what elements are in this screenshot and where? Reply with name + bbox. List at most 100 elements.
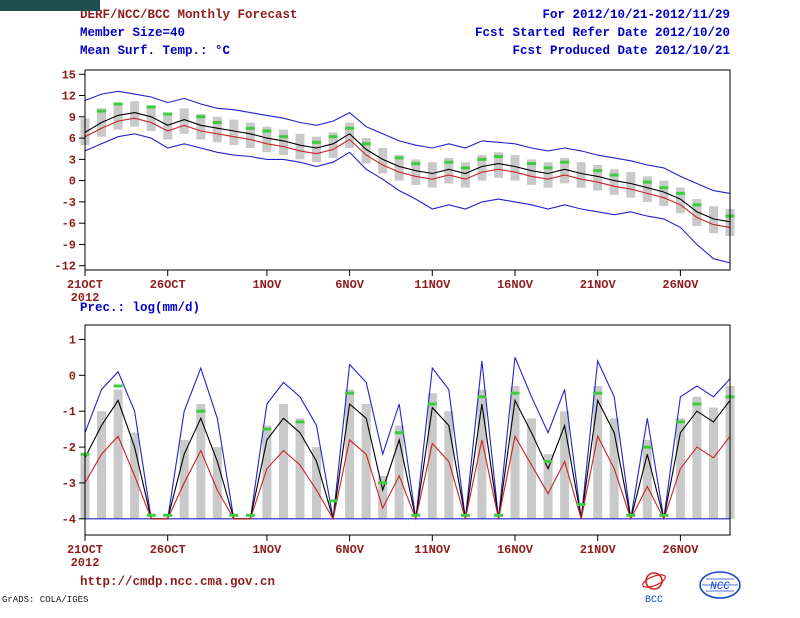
y-tick-label: -1 bbox=[62, 405, 76, 419]
ensemble-spread-bar bbox=[229, 119, 239, 146]
ensemble-spread-bar bbox=[642, 176, 652, 202]
ensemble-spread-bar bbox=[560, 157, 570, 184]
ensemble-spread-bar bbox=[394, 425, 404, 519]
ncc-logo-lines bbox=[702, 578, 738, 592]
ensemble-spread-bar bbox=[527, 159, 536, 185]
y-tick-label: -2 bbox=[62, 441, 76, 455]
ensemble-spread-bar bbox=[212, 447, 222, 519]
ensemble-spread-bar bbox=[593, 165, 603, 191]
ensemble-spread-bar bbox=[411, 159, 421, 185]
ensemble-spread-bar bbox=[196, 404, 206, 519]
y-tick-label: -12 bbox=[54, 260, 76, 274]
x-year-label: 2012 bbox=[71, 556, 100, 570]
ensemble-spread-bar bbox=[130, 101, 140, 127]
x-tick-label: 26OCT bbox=[150, 278, 186, 292]
ensemble-spread-bar bbox=[113, 102, 123, 130]
ensemble-spread-bar bbox=[659, 180, 669, 207]
ensemble-spread-bar bbox=[97, 411, 106, 519]
ensemble-spread-bar bbox=[560, 411, 570, 519]
ensemble-spread-bar bbox=[279, 404, 288, 519]
x-tick-label: 21NOV bbox=[580, 278, 617, 292]
temp-variable-label: Mean Surf. Temp.: °C bbox=[80, 44, 231, 58]
forecast-range-label: For 2012/10/21-2012/11/29 bbox=[542, 8, 730, 22]
ensemble-min-line bbox=[84, 133, 731, 264]
y-tick-label: -6 bbox=[62, 217, 76, 231]
fcst-produced-label: Fcst Produced Date 2012/10/21 bbox=[512, 44, 730, 58]
ensemble-spread-bar bbox=[494, 152, 503, 178]
y-tick-label: 1 bbox=[69, 333, 76, 347]
ensemble-mean-line bbox=[84, 434, 731, 521]
ensemble-spread-bar bbox=[163, 112, 173, 140]
ensemble-spread-bar bbox=[345, 122, 355, 148]
ensemble-spread-bar bbox=[245, 122, 255, 148]
ensemble-spread-bar bbox=[262, 425, 272, 519]
ensemble-spread-bar bbox=[543, 454, 553, 519]
y-tick-label: -4 bbox=[62, 513, 76, 527]
ensemble-spread-bar bbox=[196, 114, 206, 140]
ensemble-spread-bar bbox=[361, 138, 371, 164]
ensemble-spread-bar bbox=[312, 136, 321, 163]
x-tick-label: 26NOV bbox=[662, 543, 699, 557]
y-tick-label: 6 bbox=[69, 132, 76, 146]
ncc-logo: NCC bbox=[699, 571, 741, 599]
ensemble-spread-bar bbox=[179, 108, 189, 134]
ensemble-spread-bar bbox=[692, 199, 702, 227]
x-year-label: 2012 bbox=[71, 291, 100, 305]
fcst-started-label: Fcst Started Refer Date 2012/10/20 bbox=[474, 26, 730, 40]
source-url: http://cmdp.ncc.cma.gov.cn bbox=[80, 575, 276, 589]
ensemble-spread-bar bbox=[510, 386, 520, 519]
x-tick-label: 11NOV bbox=[414, 278, 451, 292]
ensemble-spread-bar bbox=[527, 418, 536, 519]
ensemble-spread-bar bbox=[279, 129, 288, 156]
ensemble-spread-bar bbox=[576, 162, 586, 188]
ensemble-spread-bar bbox=[543, 162, 553, 188]
bcc-logo-orbit bbox=[642, 574, 666, 588]
ensemble-spread-bar bbox=[295, 133, 305, 160]
ensemble-spread-bar bbox=[394, 155, 404, 181]
x-tick-label: 21OCT bbox=[67, 278, 103, 292]
ensemble-spread-bar bbox=[113, 389, 123, 519]
ensemble-spread-bar bbox=[328, 132, 338, 158]
x-tick-label: 6NOV bbox=[335, 278, 365, 292]
ensemble-spread-bar bbox=[262, 126, 272, 153]
ensemble-spread-bar bbox=[460, 162, 470, 188]
x-tick-label: 21NOV bbox=[580, 543, 617, 557]
bcc-logo: BCC bbox=[642, 572, 666, 606]
y-tick-label: -3 bbox=[62, 196, 76, 210]
x-tick-label: 26NOV bbox=[662, 278, 699, 292]
ensemble-mean-line bbox=[84, 117, 731, 228]
x-tick-label: 21OCT bbox=[67, 543, 103, 557]
agency-logos: BCC NCC bbox=[636, 569, 756, 607]
ncc-logo-text: NCC bbox=[710, 581, 730, 593]
ensemble-spread-bar bbox=[477, 155, 487, 181]
x-tick-label: 11NOV bbox=[414, 543, 451, 557]
y-tick-label: 0 bbox=[69, 369, 76, 383]
ensemble-spread-bar bbox=[626, 172, 636, 198]
ensemble-spread-bar bbox=[593, 386, 603, 519]
ensemble-spread-bar bbox=[477, 389, 487, 519]
ensemble-spread-bar bbox=[312, 447, 321, 519]
ensemble-max-line bbox=[84, 90, 731, 194]
ensemble-spread-bar bbox=[510, 155, 520, 181]
ensemble-spread-bar bbox=[709, 407, 718, 519]
x-tick-label: 1NOV bbox=[252, 543, 282, 557]
ensemble-spread-bar bbox=[361, 404, 371, 519]
x-tick-label: 6NOV bbox=[335, 543, 365, 557]
ensemble-spread-bar bbox=[609, 169, 619, 195]
y-tick-label: -3 bbox=[62, 477, 76, 491]
ensemble-spread-bar bbox=[146, 105, 156, 131]
x-tick-label: 16NOV bbox=[497, 278, 534, 292]
y-tick-label: 0 bbox=[69, 175, 76, 189]
grads-credit: GrADS: COLA/IGES bbox=[2, 595, 89, 605]
bcc-logo-text: BCC bbox=[645, 595, 663, 606]
precipitation-frame bbox=[84, 324, 731, 536]
plot-title: DERF/NCC/BCC Monthly Forecast bbox=[80, 8, 298, 22]
x-tick-label: 26OCT bbox=[150, 543, 186, 557]
x-tick-label: 16NOV bbox=[497, 543, 534, 557]
ensemble-spread-bar bbox=[378, 475, 388, 519]
ensemble-spread-bar bbox=[675, 187, 685, 214]
ensemble-spread-bar bbox=[642, 439, 652, 519]
